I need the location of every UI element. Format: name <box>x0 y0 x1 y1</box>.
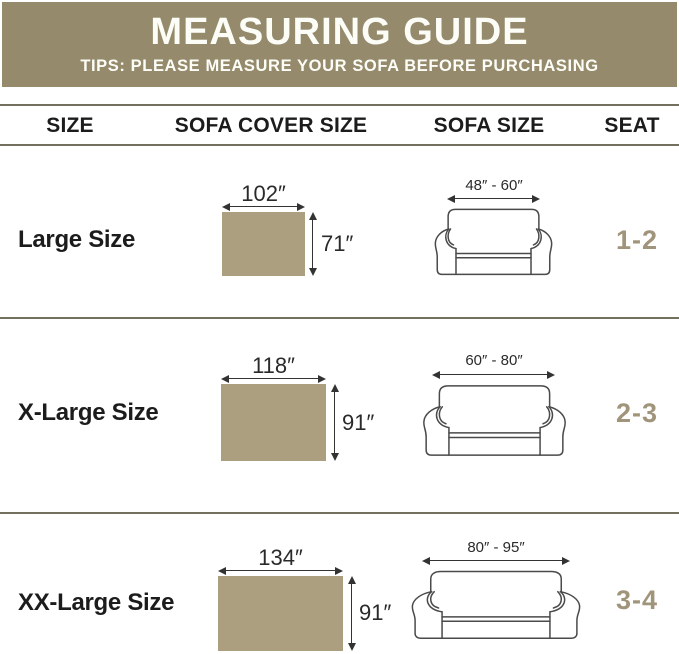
cover-swatch <box>222 212 305 276</box>
sofa-width-range-label: 48″ - 60″ <box>465 177 523 194</box>
column-header-sofa-cover-size: SOFA COVER SIZE <box>174 114 368 137</box>
seat-count: 2-3 <box>615 398 659 428</box>
double-arrow-horizontal-icon <box>432 370 555 379</box>
double-arrow-horizontal-icon <box>447 194 540 203</box>
page-title: MEASURING GUIDE <box>150 10 529 53</box>
double-arrow-horizontal-icon <box>218 566 343 575</box>
size-label: X-Large Size <box>18 399 159 426</box>
divider-line <box>0 144 679 146</box>
cover-swatch <box>218 576 343 651</box>
cover-height-label: 91″ <box>359 600 392 625</box>
column-header-sofa-size: SOFA SIZE <box>433 114 545 137</box>
seat-count: 3-4 <box>615 585 659 615</box>
column-header-seat: SEAT <box>604 114 660 137</box>
sofa-width-range-label: 80″ - 95″ <box>467 539 525 556</box>
size-label: Large Size <box>18 226 136 253</box>
sofa-icon <box>411 570 581 639</box>
cover-swatch <box>221 384 326 461</box>
divider-line <box>0 104 679 106</box>
cover-width-label: 134″ <box>258 545 303 570</box>
size-label: XX-Large Size <box>18 589 175 616</box>
page-subtitle: TIPS: PLEASE MEASURE YOUR SOFA BEFORE PU… <box>80 57 599 76</box>
double-arrow-vertical-icon <box>347 576 356 651</box>
cover-width-label: 102″ <box>241 181 286 206</box>
sofa-icon <box>434 208 553 275</box>
sofa-icon <box>423 385 566 456</box>
double-arrow-vertical-icon <box>308 212 317 276</box>
seat-count: 1-2 <box>615 225 659 255</box>
divider-line <box>0 317 679 319</box>
double-arrow-horizontal-icon <box>221 374 326 383</box>
column-header-size: SIZE <box>46 114 94 137</box>
cover-height-label: 71″ <box>321 231 354 256</box>
cover-width-label: 118″ <box>252 353 295 378</box>
divider-line <box>0 512 679 514</box>
banner: MEASURING GUIDE TIPS: PLEASE MEASURE YOU… <box>2 2 677 87</box>
double-arrow-vertical-icon <box>330 384 339 461</box>
cover-height-label: 91″ <box>342 410 375 435</box>
double-arrow-horizontal-icon <box>222 202 305 211</box>
sofa-width-range-label: 60″ - 80″ <box>465 352 523 369</box>
double-arrow-horizontal-icon <box>422 556 570 565</box>
